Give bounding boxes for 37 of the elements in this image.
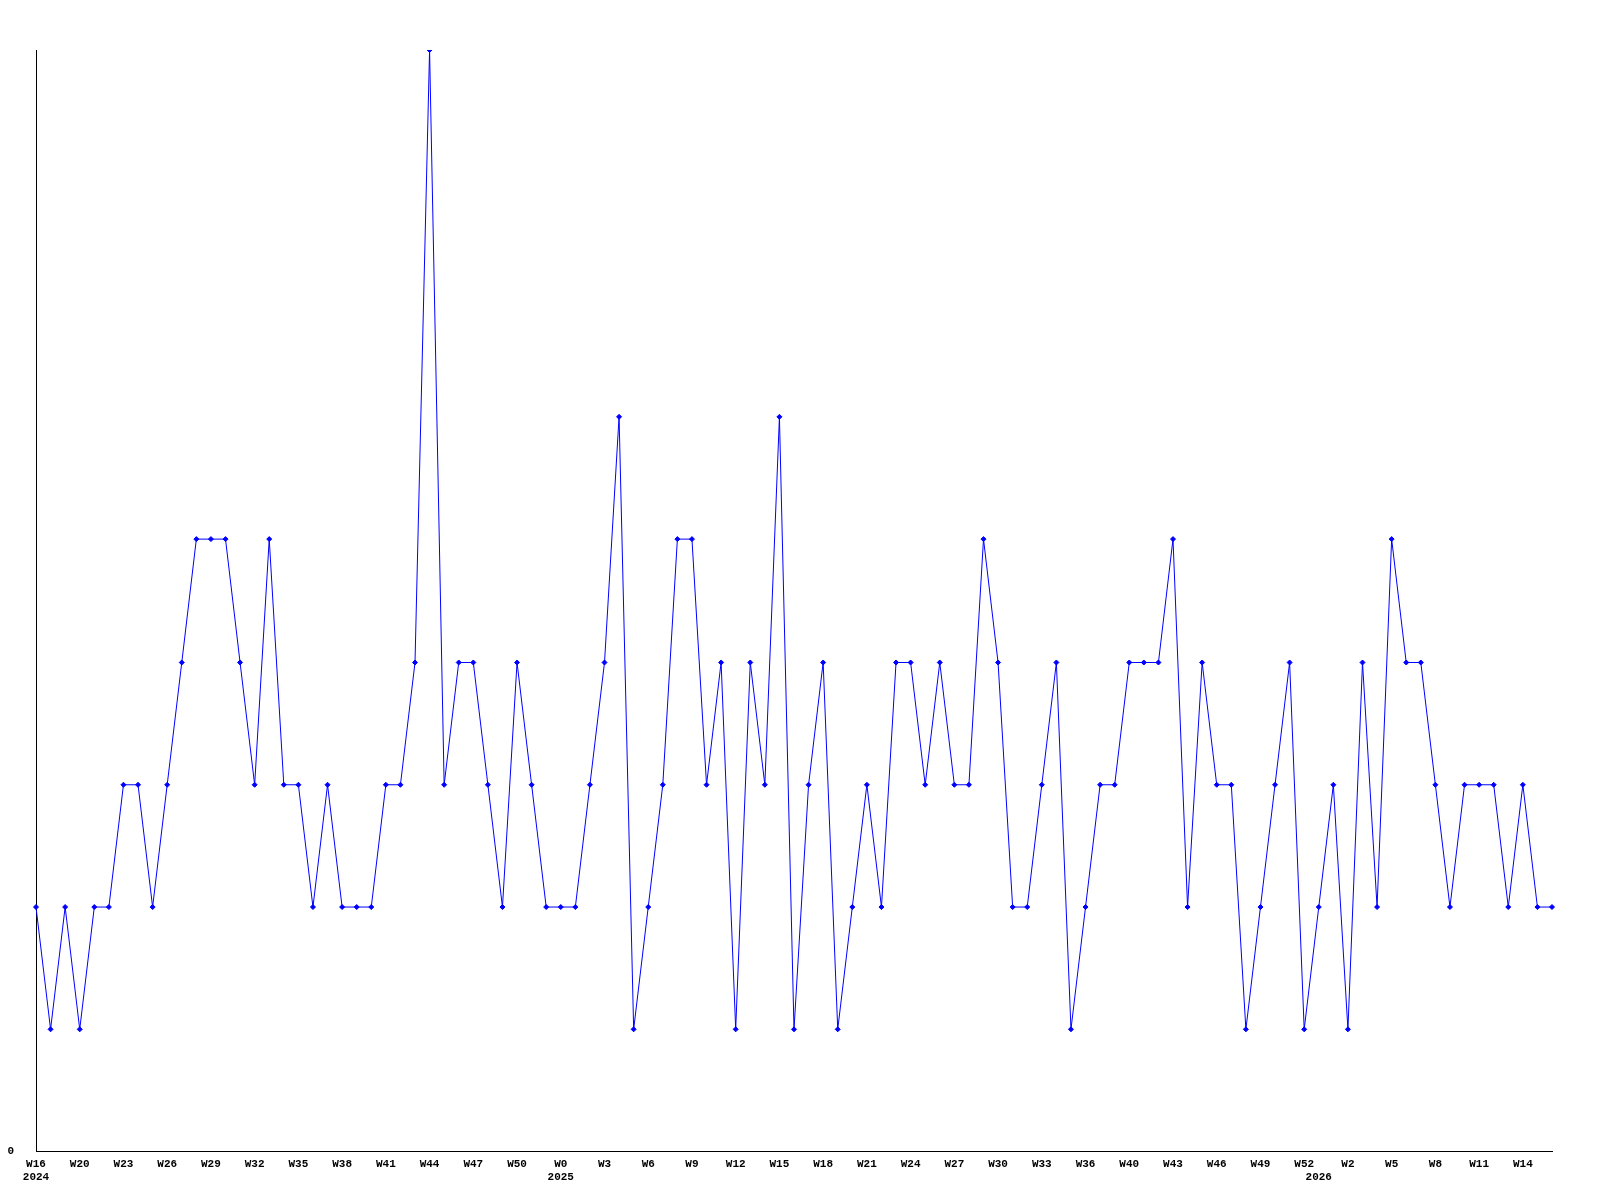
x-tick-label: W18 (813, 1157, 834, 1170)
x-tick-label: W21 (856, 1157, 878, 1170)
x-tick-label: W32 (244, 1157, 265, 1170)
x-tick-label: W20 (69, 1157, 90, 1170)
x-tick-label: W12 (725, 1157, 746, 1170)
x-tick-label: W47 (463, 1157, 484, 1170)
x-tick-label: W38 (332, 1157, 353, 1170)
x-tick-label: W14 (1512, 1157, 1534, 1170)
x-tick-label: W16 2024 (22, 1157, 50, 1184)
x-tick-label: W8 (1428, 1157, 1443, 1170)
x-tick-label: W24 (900, 1157, 921, 1170)
x-tick-label: W43 (1163, 1157, 1184, 1170)
x-tick-label: W29 (201, 1157, 221, 1170)
text: 0 (7, 1145, 14, 1158)
x-tick-label: W41 (375, 1157, 397, 1170)
x-tick-label: W49 (1250, 1157, 1271, 1170)
x-tick-label: W5 (1385, 1157, 1399, 1170)
x-tick-label: W40 (1119, 1157, 1140, 1170)
x-tick-label: W27 (944, 1157, 965, 1170)
x-tick-label: W52 (1294, 1157, 1315, 1170)
x-tick-label: W46 (1206, 1157, 1227, 1170)
x-tick-label: W11 (1469, 1157, 1490, 1170)
x-tick-label: W9 (685, 1157, 699, 1170)
x-tick-label: W26 (157, 1157, 178, 1170)
x-tick-label: W15 (769, 1157, 790, 1170)
x-tick-label: W0 2025 (547, 1157, 575, 1184)
x-tick-label: W50 (507, 1157, 527, 1170)
x-tick-label: W23 (113, 1157, 134, 1170)
x-tick-label: 2026 (1305, 1171, 1332, 1184)
x-tick-label: W2 (1341, 1157, 1355, 1170)
x-tick-label: W33 (1031, 1157, 1053, 1170)
x-tick-label: W6 (641, 1157, 655, 1170)
x-tick-label: W30 (988, 1157, 1008, 1170)
x-tick-label: W44 (419, 1157, 440, 1170)
x-tick-label: W36 (1075, 1157, 1096, 1170)
x-tick-label: W3 (597, 1157, 612, 1170)
x-tick-label: W35 (288, 1157, 309, 1170)
